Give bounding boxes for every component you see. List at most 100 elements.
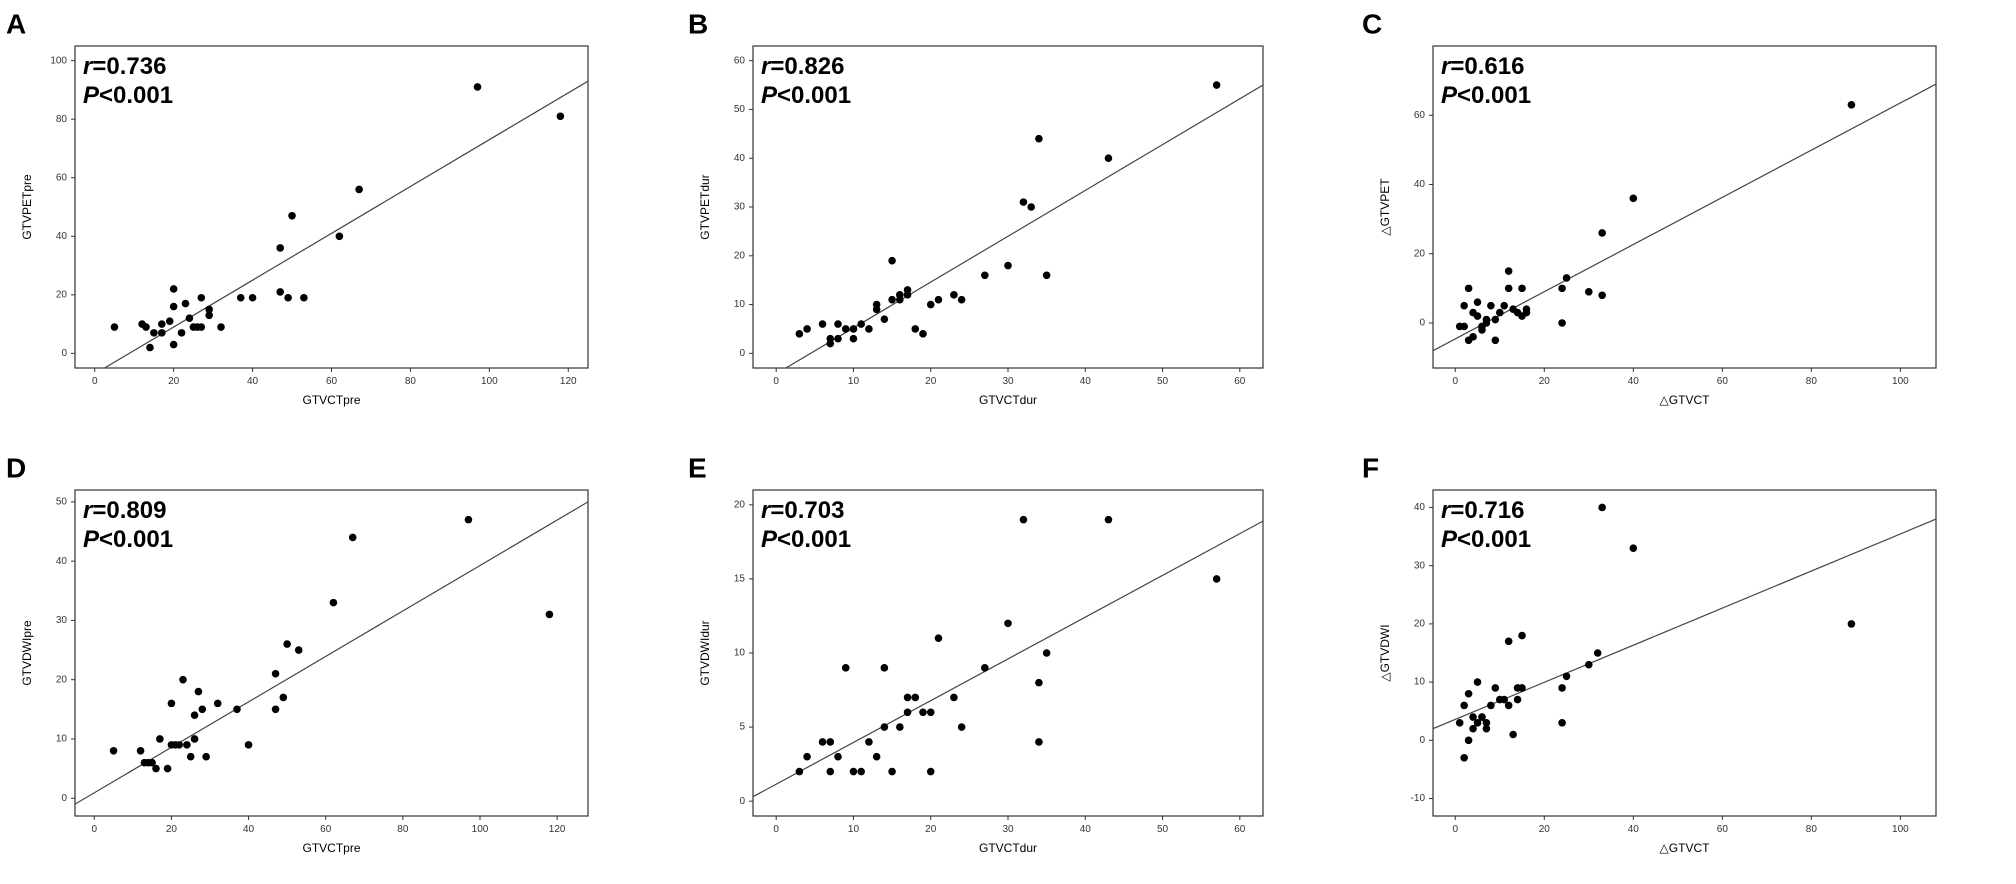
data-point xyxy=(834,320,842,328)
data-point xyxy=(1042,649,1051,657)
data-point xyxy=(1473,719,1482,727)
y-tick-label: 0 xyxy=(739,796,745,807)
x-tick-label: 80 xyxy=(405,376,417,387)
data-point xyxy=(818,738,827,746)
y-tick-label: 20 xyxy=(734,250,746,261)
data-point xyxy=(795,330,804,338)
data-point xyxy=(911,325,920,333)
data-layer xyxy=(784,81,1263,368)
data-point xyxy=(1500,695,1509,704)
panel-c: C 0 20 40 60 80 100 0 20 40 60 △GTVCT △GTVPET r=0.616… xyxy=(1362,8,1937,407)
regression-line xyxy=(75,501,588,805)
data-point xyxy=(1491,336,1500,345)
x-tick-label: 0 xyxy=(92,824,98,835)
data-point xyxy=(142,323,150,331)
panel-d: D 0 20 40 60 80 100 120 0 10 20 30 40 50 GTVCTpre GTVDW… xyxy=(6,452,589,855)
data-point xyxy=(950,693,958,702)
y-tick-label: 10 xyxy=(1414,677,1426,688)
r-statistic: r=0.703 xyxy=(761,497,844,524)
data-point xyxy=(1104,515,1113,524)
y-tick-label: 20 xyxy=(56,674,68,685)
data-point xyxy=(1513,695,1522,704)
data-point xyxy=(1482,724,1491,733)
data-point xyxy=(110,323,119,331)
data-point xyxy=(1504,701,1513,710)
data-point xyxy=(185,314,194,323)
data-point xyxy=(872,752,881,761)
data-point xyxy=(1598,291,1606,300)
data-point xyxy=(335,232,344,241)
data-point xyxy=(1558,319,1566,327)
data-point xyxy=(1584,288,1593,296)
data-layer xyxy=(1433,83,1936,352)
data-point xyxy=(167,699,176,708)
x-tick-label: 0 xyxy=(773,376,779,387)
panel-letter: A xyxy=(6,8,26,39)
data-point xyxy=(148,758,156,767)
data-point xyxy=(857,320,865,328)
data-point xyxy=(1460,701,1468,710)
data-point xyxy=(872,300,881,309)
data-point xyxy=(841,664,850,672)
data-point xyxy=(841,325,850,333)
y-tick-label: 60 xyxy=(1414,110,1426,121)
x-tick-label: 100 xyxy=(472,824,489,835)
x-axis-label: △GTVCT xyxy=(1660,393,1711,407)
p-statistic: P<0.001 xyxy=(761,82,851,109)
data-layer xyxy=(753,515,1263,798)
data-point xyxy=(818,320,827,328)
data-point xyxy=(556,112,565,121)
y-tick-label: 60 xyxy=(56,172,68,183)
data-point xyxy=(202,752,210,761)
data-point xyxy=(1482,315,1491,324)
data-point xyxy=(1455,719,1464,727)
data-point xyxy=(158,329,166,337)
data-point xyxy=(1478,713,1486,721)
x-tick-label: 120 xyxy=(560,376,577,387)
x-tick-label: 80 xyxy=(1806,376,1818,387)
x-tick-label: 100 xyxy=(1892,376,1909,387)
data-point xyxy=(288,211,296,220)
data-point xyxy=(198,705,207,714)
data-point xyxy=(888,295,896,304)
data-point xyxy=(1464,736,1473,745)
y-axis-label: GTVDWIdur xyxy=(698,620,712,685)
data-point xyxy=(279,693,288,702)
data-point xyxy=(934,634,943,642)
x-tick-label: 60 xyxy=(326,376,338,387)
data-point xyxy=(1598,503,1606,512)
y-tick-label: 30 xyxy=(1414,560,1426,571)
plot-area xyxy=(74,45,589,369)
y-tick-label: 50 xyxy=(734,104,746,115)
x-tick-label: 40 xyxy=(247,376,259,387)
data-point xyxy=(545,610,554,619)
data-point xyxy=(1491,684,1500,692)
p-statistic: P<0.001 xyxy=(1441,526,1531,553)
panel-e: E 0 10 20 30 40 50 60 0 5 10 15 20 GTVCTdur GTVDWIdur r… xyxy=(688,452,1264,855)
data-point xyxy=(244,741,253,749)
y-tick-label: 0 xyxy=(61,793,67,804)
y-axis-label: GTVDWIpre xyxy=(20,620,34,686)
y-tick-label: 40 xyxy=(1414,502,1426,513)
data-point xyxy=(1504,637,1513,646)
data-point xyxy=(1504,267,1513,275)
data-point xyxy=(1518,684,1526,692)
data-point xyxy=(197,293,206,302)
x-tick-label: 40 xyxy=(243,824,255,835)
x-tick-label: 80 xyxy=(1806,824,1818,835)
r-statistic: r=0.736 xyxy=(83,53,166,80)
data-point xyxy=(950,291,958,299)
data-point xyxy=(1469,724,1477,733)
panel-letter: B xyxy=(688,8,708,39)
y-tick-label: 5 xyxy=(739,722,745,733)
y-tick-label: 50 xyxy=(56,496,68,507)
data-point xyxy=(849,334,858,343)
data-point xyxy=(981,271,989,280)
data-point xyxy=(903,286,912,294)
data-point xyxy=(300,293,308,302)
data-point xyxy=(169,302,178,311)
data-point xyxy=(1509,730,1517,739)
y-axis-label: △GTVDWI xyxy=(1378,624,1392,681)
x-tick-label: 20 xyxy=(166,824,178,835)
data-point xyxy=(158,320,166,328)
